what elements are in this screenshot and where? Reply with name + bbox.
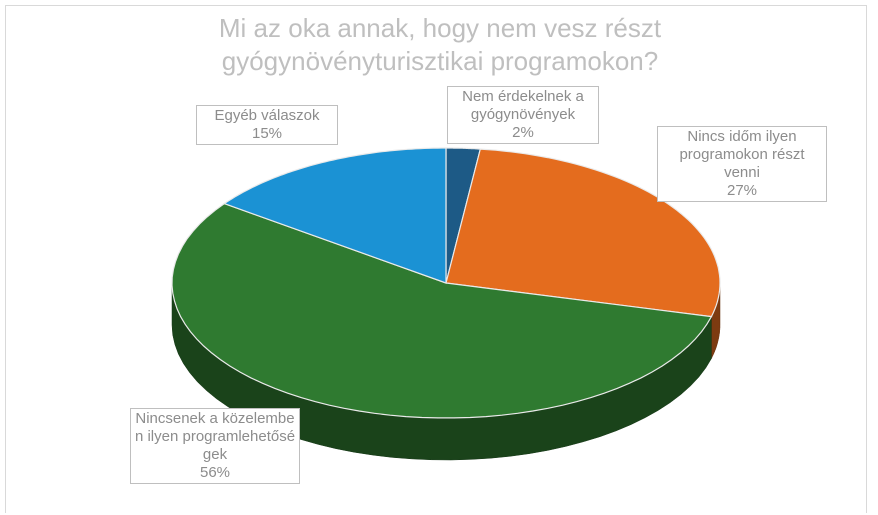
label-name: Nem érdekelnek a gyógynövények (462, 88, 584, 123)
chart-title: Mi az oka annak, hogy nem vesz részt gyó… (218, 13, 662, 76)
label-name: Nincs időm ilyen programokon részt venni (679, 128, 805, 181)
slice (445, 148, 721, 318)
label-value: 15% (251, 125, 283, 142)
label-name: Egyéb válaszok (214, 107, 320, 124)
data-label: Nem érdekelnek a gyógynövények 2% (447, 86, 599, 144)
label-value: 2% (512, 124, 534, 141)
data-label: Egyéb válaszok 15% (196, 105, 338, 145)
data-label: Nincsenek a közelemben ilyen programlehe… (130, 408, 300, 484)
slice (171, 202, 713, 419)
label-value: 27% (726, 182, 758, 199)
chart-frame (5, 5, 867, 513)
label-name: Nincsenek a közelemben ilyen programlehe… (134, 410, 296, 463)
slice (222, 147, 447, 284)
data-label: Nincs időm ilyen programokon részt venni… (657, 126, 827, 202)
label-value: 56% (199, 464, 231, 481)
